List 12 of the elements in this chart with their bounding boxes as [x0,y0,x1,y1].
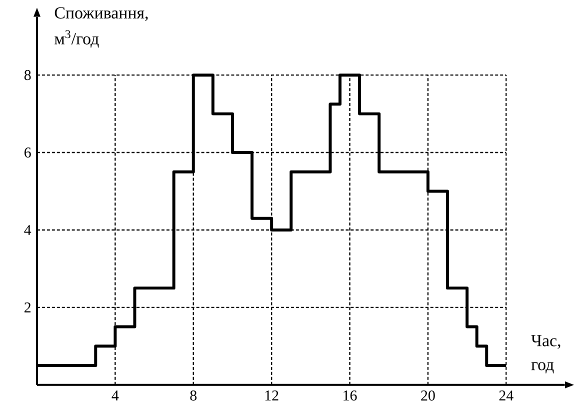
x-tick-label: 8 [190,390,197,401]
x-tick-label: 12 [265,390,278,400]
x-axis-title: Час, год [531,335,560,374]
y-tick-label: 4 [24,225,32,235]
x-tick-label: 16 [344,390,357,401]
y-tick-label: 6 [24,148,31,158]
x-tick-label: 4 [112,390,119,400]
y-tick-label: 2 [24,302,31,312]
y-axis-title: Споживання, м$^{3}$/год [54,7,148,48]
y-tick-label: 8 [24,70,31,80]
x-tick-label: 24 [499,390,514,400]
x-tick-label: 20 [421,390,435,401]
